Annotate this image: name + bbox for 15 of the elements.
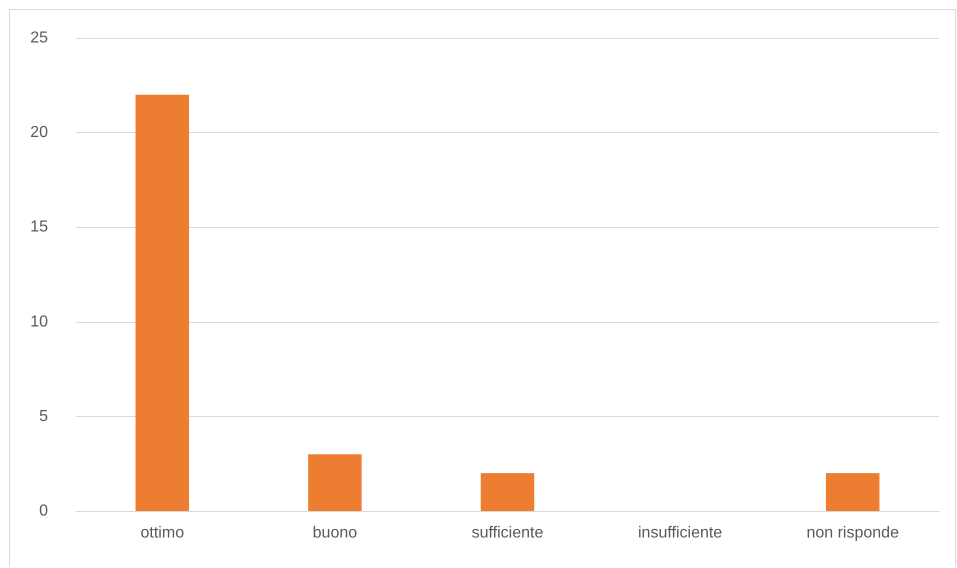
x-tick-label: non risponde [806, 524, 900, 542]
y-tick-label: 5 [39, 408, 48, 425]
x-tick-label: sufficiente [472, 524, 544, 542]
y-tick-label: 25 [30, 30, 48, 46]
x-tick-label: ottimo [140, 524, 184, 542]
y-tick-label: 0 [39, 502, 48, 520]
x-tick-label: insufficiente [638, 524, 722, 542]
x-tick-label: buono [312, 524, 358, 542]
bar [480, 473, 534, 511]
y-tick-label: 20 [30, 124, 48, 142]
bar [308, 454, 362, 511]
y-tick-label: 10 [30, 313, 48, 330]
bar [826, 473, 880, 511]
y-tick-label: 15 [30, 218, 48, 236]
bar [136, 94, 190, 511]
